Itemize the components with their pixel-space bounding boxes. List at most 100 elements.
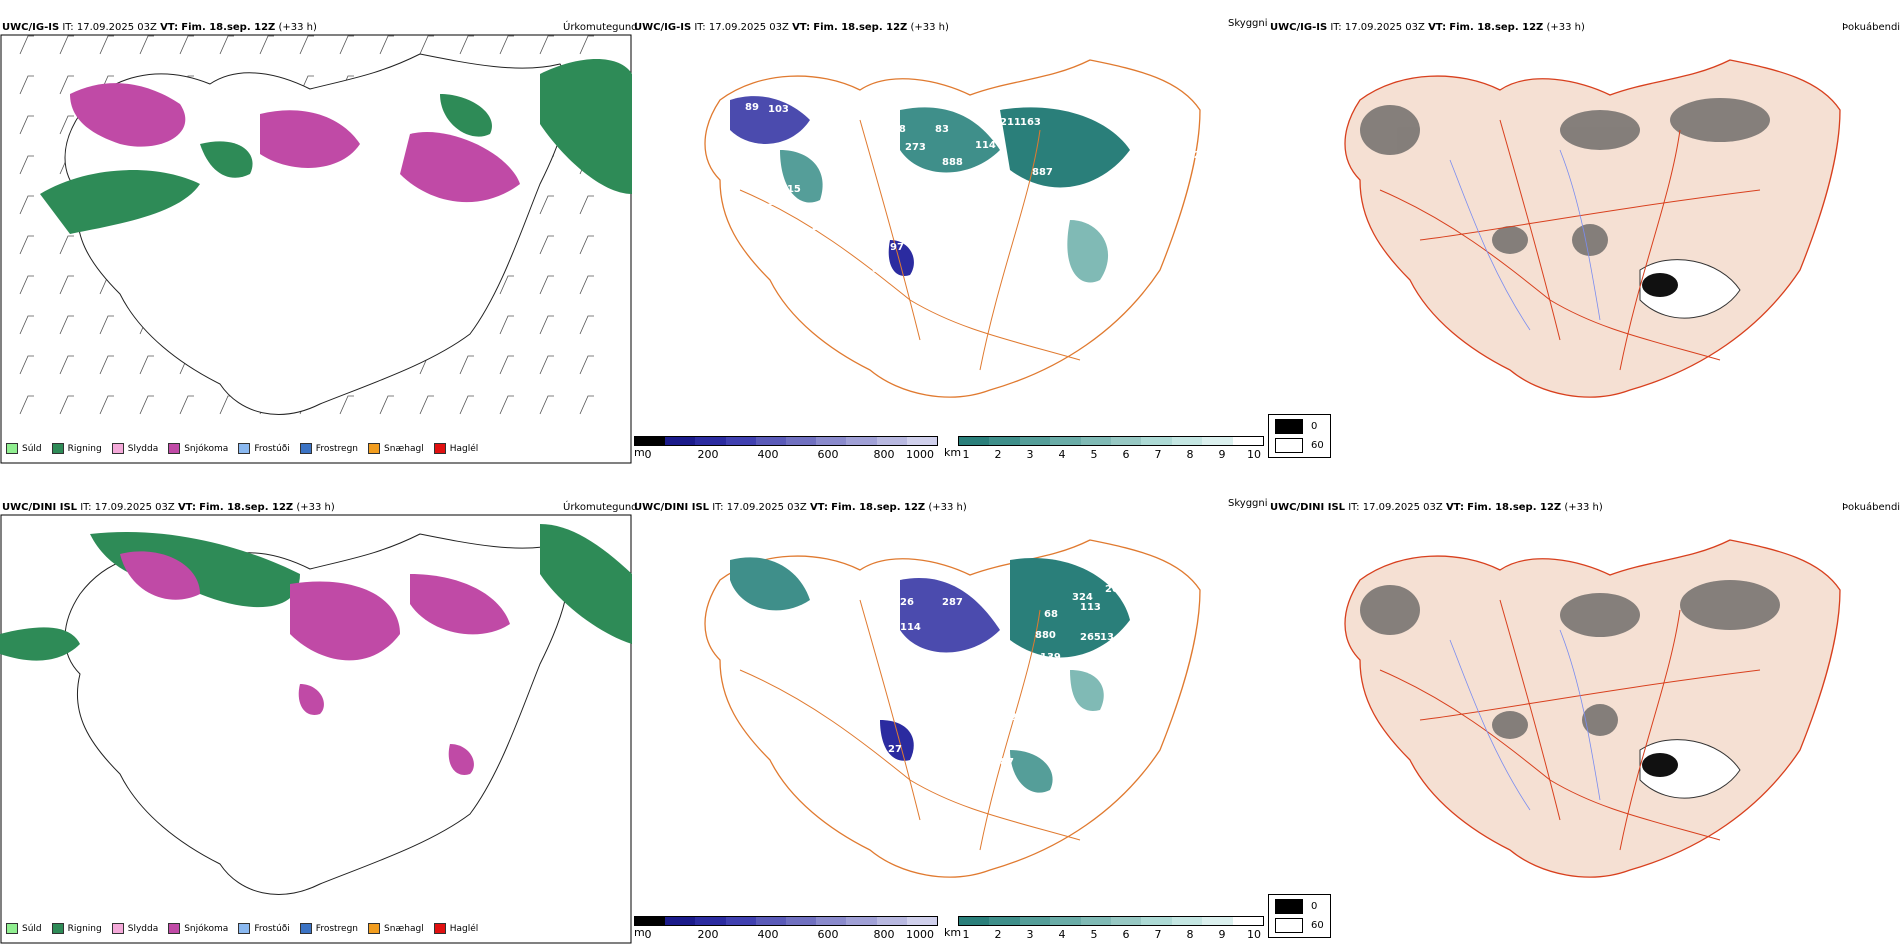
ceiling-label: 87 <box>1000 757 1014 768</box>
ceiling-label: 287 <box>942 597 963 608</box>
ceiling-label: 725 <box>1125 172 1146 183</box>
legend-item: Snæhagl <box>368 443 424 454</box>
wind-barb <box>539 35 554 55</box>
ceiling-label: 107 <box>810 222 831 233</box>
ceiling-label: 13 <box>1100 632 1114 643</box>
wind-barb <box>59 395 74 415</box>
colorbar-unit: km <box>944 926 962 939</box>
legend-item: Snjókoma <box>168 443 228 454</box>
ceiling-label: 108 <box>755 84 776 95</box>
precip-legend-2: Súld Rigning Slydda Snjókoma Frostúði Fr… <box>6 923 478 934</box>
wind-barb <box>539 315 554 335</box>
wind-barb <box>19 155 34 175</box>
wind-barb <box>499 35 514 55</box>
ceiling-colorbar-1: m 0 200 400 600 800 1000 <box>634 436 938 461</box>
ceiling-label: 265 <box>1080 632 1101 643</box>
wind-barb <box>539 355 554 375</box>
header-fog-1: UWC/IG-IS IT: 17.09.2025 03Z VT: Fim. 18… <box>1270 22 1585 33</box>
precip-map-2 <box>0 514 632 944</box>
wind-barb <box>579 315 594 335</box>
ceiling-label: 203 <box>1105 584 1126 595</box>
wind-barb <box>259 35 274 55</box>
vis-colorbar-2: km 1 2 3 4 5 6 7 8 9 10 <box>944 916 1264 941</box>
wind-barb <box>539 275 554 295</box>
wind-barb <box>339 395 354 415</box>
road-lines <box>739 599 1081 851</box>
wind-barb <box>499 315 514 335</box>
legend-item: Frostregn <box>299 923 358 934</box>
ceiling-label: 888 <box>942 157 963 168</box>
road-lines <box>739 119 1081 371</box>
ceiling-label: 880 <box>1035 630 1056 641</box>
wind-barb <box>499 275 514 295</box>
wind-barb <box>139 35 154 55</box>
wind-barb <box>59 35 74 55</box>
wind-barb <box>579 235 594 255</box>
header-vis-1: UWC/IG-IS IT: 17.09.2025 03Z VT: Fim. 18… <box>634 22 949 33</box>
ceiling-label: 300 <box>768 197 789 208</box>
colorbar-ticks: 0 200 400 600 800 1000 <box>644 448 935 461</box>
vis-map-1: 108 52 89 103 27 258 83 114 211 163 273 888 887 725 38… <box>704 59 1201 398</box>
wind-barb <box>539 395 554 415</box>
wind-barb <box>99 395 114 415</box>
ceiling-label: 27 <box>708 136 722 147</box>
colorbar-ticks: 1 2 3 4 5 6 7 8 9 10 <box>962 448 1262 461</box>
ceiling-label: 27 <box>888 744 902 755</box>
fog-patches <box>1360 580 1780 739</box>
fog-title-2: Þokuábendi <box>1842 502 1900 513</box>
fog-legend-2: 0 60 <box>1268 894 1331 938</box>
legend-item: Slydda <box>111 443 158 454</box>
ceiling-label: 110 <box>912 712 933 723</box>
fog-legend-1: 0 60 <box>1268 414 1331 458</box>
ceiling-label: 163 <box>1020 117 1041 128</box>
ceiling-label: 227 <box>1010 712 1031 723</box>
wind-barb <box>19 315 34 335</box>
road-lines <box>1379 119 1761 371</box>
vis-patches <box>730 557 1130 793</box>
wind-barb <box>59 355 74 375</box>
wind-barb <box>539 195 554 215</box>
wind-barb <box>539 235 554 255</box>
ceiling-label: 103 <box>768 104 789 115</box>
wind-barb <box>179 35 194 55</box>
ceiling-label: 121 <box>912 240 933 251</box>
legend-item: Frostúði <box>238 923 290 934</box>
wind-barb <box>179 395 194 415</box>
vis-map-2: 203 113 68 324 287 26 114 880 265 139 300 110 114 87 2… <box>704 539 1201 878</box>
ceiling-label: 186 <box>970 262 991 273</box>
road-lines <box>1379 599 1761 851</box>
legend-item: Rigning <box>51 923 102 934</box>
header-precip-2: UWC/DINI ISL IT: 17.09.2025 03Z VT: Fim.… <box>2 502 335 513</box>
colorbar-unit: km <box>944 446 962 459</box>
wind-barb <box>459 35 474 55</box>
ceiling-label: 80 <box>872 264 886 275</box>
precip-title-2: Úrkomutegund <box>563 502 638 513</box>
ceiling-label: 114 <box>960 752 981 763</box>
colorbar-strip <box>958 436 1264 446</box>
wind-barb <box>579 355 594 375</box>
colorbar-ticks: 1 2 3 4 5 6 7 8 9 10 <box>962 928 1262 941</box>
legend-item: Frostúði <box>238 443 290 454</box>
wind-barb <box>59 75 74 95</box>
wind-barb <box>99 355 114 375</box>
precip-title-1: Úrkomutegund <box>563 22 638 33</box>
wind-barb <box>19 395 34 415</box>
vis-patches <box>730 96 1130 283</box>
wind-barb <box>339 35 354 55</box>
wind-barb <box>299 35 314 55</box>
wind-barb <box>19 35 34 55</box>
wind-barb <box>219 35 234 55</box>
colorbar-strip <box>634 436 938 446</box>
vis-title-2: Skyggni <box>1228 498 1268 509</box>
ceiling-label: 273 <box>905 142 926 153</box>
ceiling-label: 114 <box>975 140 996 151</box>
ceiling-label: 887 <box>1032 167 1053 178</box>
colorbar-ticks: 0 200 400 600 800 1000 <box>644 928 935 941</box>
fog-patches <box>1360 98 1770 256</box>
vis-labels: 203 113 68 324 287 26 114 880 265 139 300 110 114 87 2… <box>860 584 1126 773</box>
legend-item: Haglél <box>433 923 478 934</box>
ceiling-label: 26 <box>900 597 914 608</box>
wind-barb <box>19 275 34 295</box>
wind-barb <box>139 395 154 415</box>
ceiling-label: 113 <box>1080 602 1101 613</box>
